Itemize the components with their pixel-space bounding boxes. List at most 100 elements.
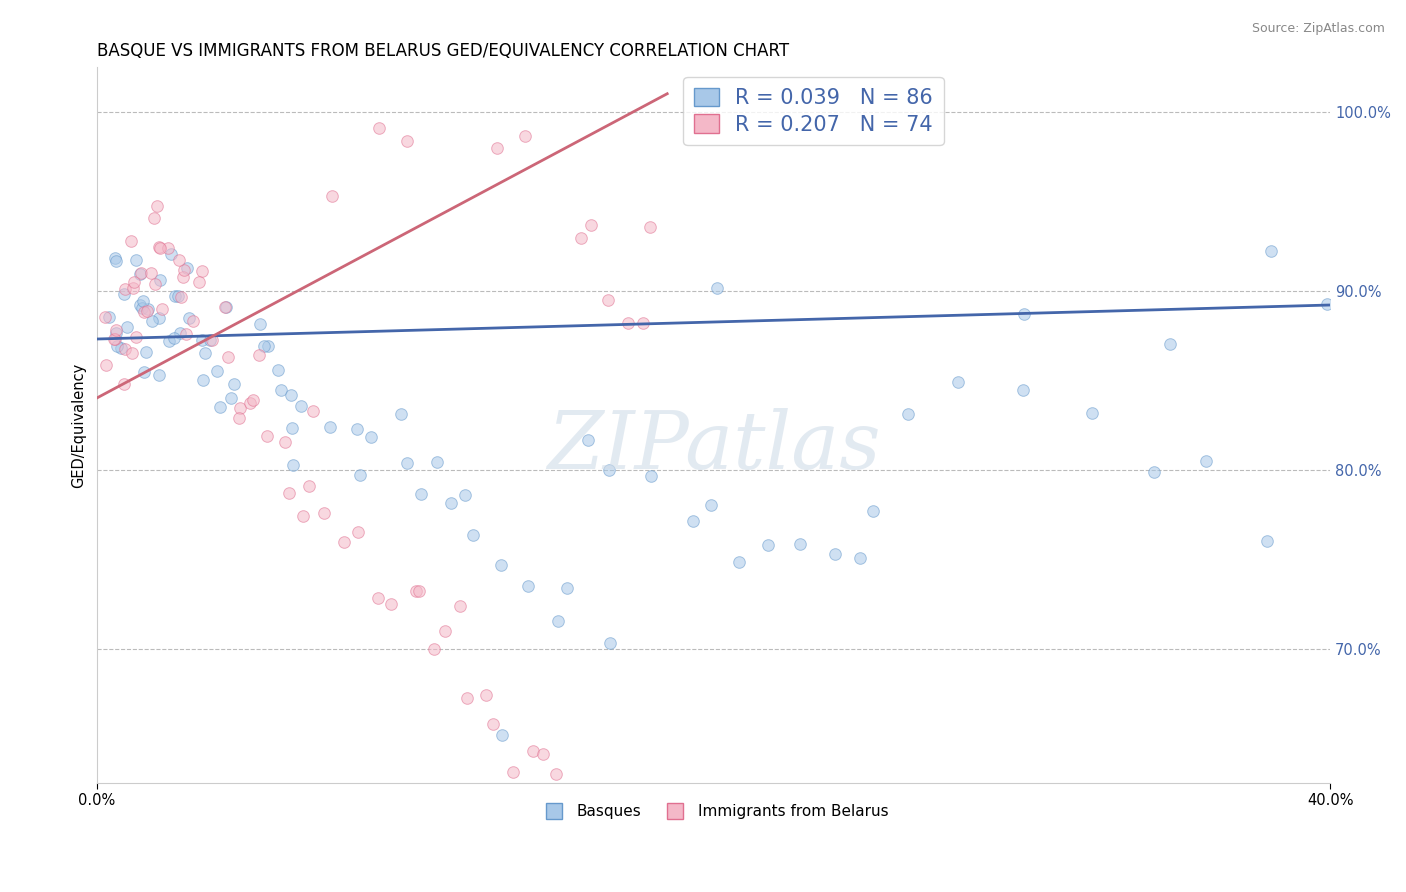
Point — [727, 555, 749, 569]
Point — [270, 384, 292, 398]
Point — [1014, 307, 1036, 321]
Point — [134, 305, 156, 319]
Text: BASQUE VS IMMIGRANTS FROM BELARUS GED/EQUIVALENCY CORRELATION CHART: BASQUE VS IMMIGRANTS FROM BELARUS GED/EQ… — [97, 42, 789, 60]
Point — [433, 624, 456, 638]
Point — [290, 399, 312, 413]
Point — [94, 310, 117, 324]
Point — [576, 433, 599, 447]
Point — [228, 411, 250, 425]
Point — [105, 254, 128, 268]
Point — [217, 350, 239, 364]
Point — [103, 332, 125, 346]
Point — [408, 584, 430, 599]
Point — [201, 333, 224, 347]
Point — [205, 364, 228, 378]
Point — [516, 579, 538, 593]
Point — [367, 591, 389, 605]
Point — [239, 396, 262, 410]
Point — [198, 334, 221, 348]
Point — [124, 275, 146, 289]
Point — [380, 597, 402, 611]
Point — [104, 251, 127, 265]
Point — [163, 331, 186, 345]
Point — [482, 717, 505, 731]
Point — [105, 323, 128, 337]
Point — [454, 488, 477, 502]
Point — [149, 273, 172, 287]
Point — [531, 747, 554, 761]
Point — [150, 301, 173, 316]
Point — [321, 189, 343, 203]
Point — [190, 263, 212, 277]
Point — [194, 346, 217, 360]
Point — [209, 401, 232, 415]
Point — [112, 376, 135, 391]
Point — [682, 514, 704, 528]
Point — [633, 316, 655, 330]
Point — [174, 326, 197, 341]
Point — [547, 614, 569, 628]
Point — [105, 326, 128, 340]
Point — [129, 298, 152, 312]
Point — [143, 277, 166, 291]
Point — [1011, 383, 1033, 397]
Point — [224, 377, 246, 392]
Point — [515, 129, 537, 144]
Point — [132, 293, 155, 308]
Point — [544, 767, 567, 781]
Point — [319, 420, 342, 434]
Point — [897, 407, 920, 421]
Point — [360, 430, 382, 444]
Point — [266, 362, 288, 376]
Point — [1143, 465, 1166, 479]
Point — [242, 392, 264, 407]
Point — [301, 404, 323, 418]
Point — [172, 269, 194, 284]
Point — [181, 314, 204, 328]
Point — [367, 121, 389, 136]
Point — [579, 218, 602, 232]
Point — [789, 537, 811, 551]
Y-axis label: GED/Equivalency: GED/Equivalency — [72, 362, 86, 488]
Point — [281, 458, 304, 472]
Point — [176, 260, 198, 275]
Point — [700, 498, 723, 512]
Point — [96, 358, 118, 372]
Point — [395, 134, 418, 148]
Point — [281, 421, 304, 435]
Point — [314, 506, 336, 520]
Text: ZIPatlas: ZIPatlas — [547, 408, 880, 485]
Point — [274, 434, 297, 449]
Point — [104, 332, 127, 346]
Point — [110, 341, 132, 355]
Point — [502, 765, 524, 780]
Point — [249, 317, 271, 331]
Point — [617, 316, 640, 330]
Point — [229, 401, 252, 415]
Point — [173, 263, 195, 277]
Point — [278, 486, 301, 500]
Point — [169, 326, 191, 340]
Point — [862, 504, 884, 518]
Point — [148, 240, 170, 254]
Point — [449, 599, 471, 614]
Legend: Basques, Immigrants from Belarus: Basques, Immigrants from Belarus — [533, 798, 894, 825]
Point — [157, 241, 180, 255]
Text: Source: ZipAtlas.com: Source: ZipAtlas.com — [1251, 22, 1385, 36]
Point — [139, 266, 162, 280]
Point — [485, 141, 508, 155]
Point — [131, 301, 153, 315]
Point — [463, 528, 485, 542]
Point — [439, 496, 461, 510]
Point — [405, 583, 427, 598]
Point — [136, 303, 159, 318]
Point — [247, 347, 270, 361]
Point — [167, 252, 190, 267]
Point — [569, 231, 592, 245]
Point — [134, 366, 156, 380]
Point — [167, 289, 190, 303]
Point — [135, 344, 157, 359]
Point — [136, 302, 159, 317]
Point — [948, 375, 970, 389]
Point — [522, 744, 544, 758]
